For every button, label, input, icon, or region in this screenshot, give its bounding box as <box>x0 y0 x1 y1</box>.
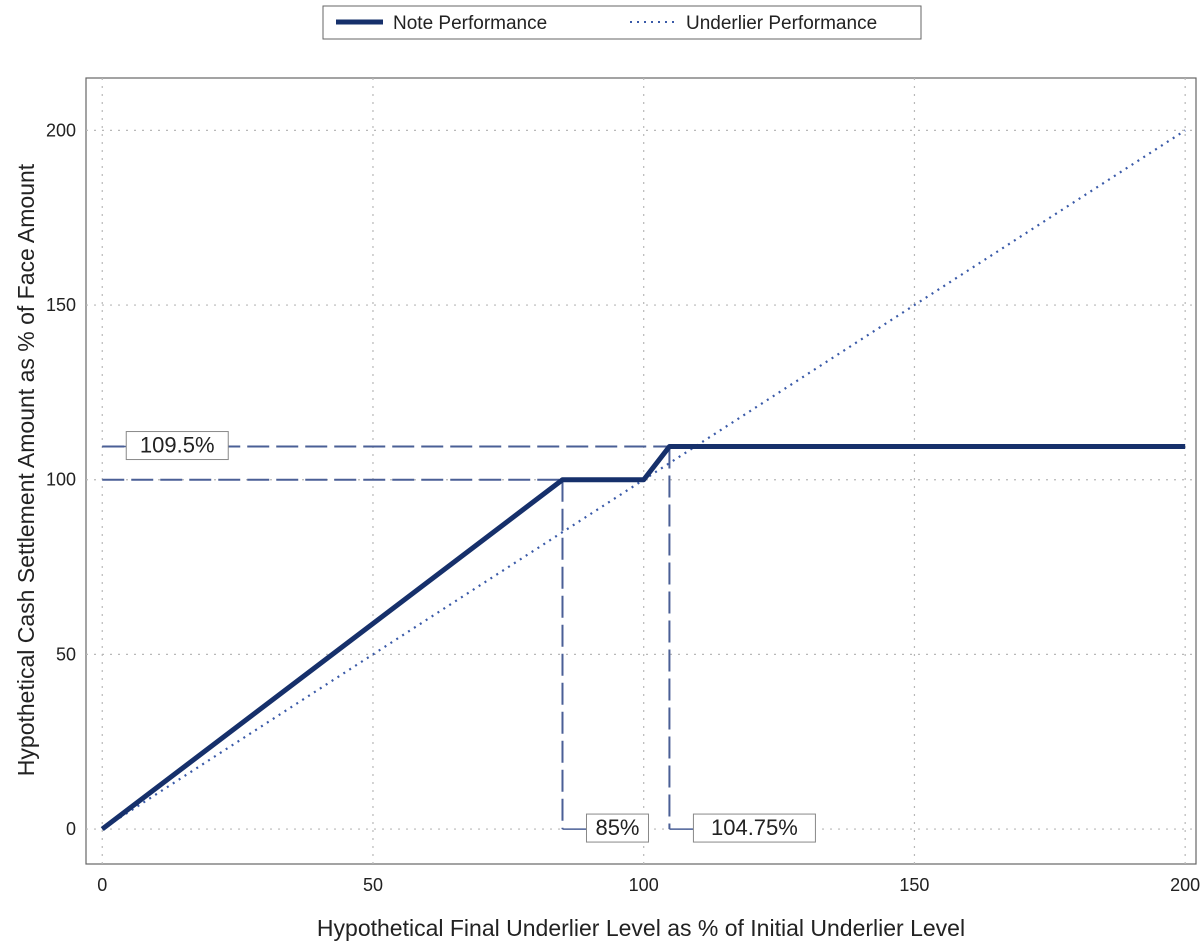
series-line-note-performance <box>100 444 1186 832</box>
annotation-box <box>125 431 229 461</box>
x-tick-label: 100 <box>629 875 659 895</box>
annotation-label: 85% <box>595 815 639 840</box>
x-tick-label: 200 <box>1170 875 1200 895</box>
x-axis-title: Hypothetical Final Underlier Level as % … <box>317 915 965 941</box>
y-axis-title: Hypothetical Cash Settlement Amount as %… <box>13 163 39 776</box>
y-tick-label: 50 <box>56 644 76 664</box>
tick-labels-layer: 0 50 100 150 200 0 50 100 150 200 <box>46 120 1200 895</box>
reference-lines-layer <box>102 445 671 830</box>
y-tick-label: 200 <box>46 120 76 140</box>
annotation-box <box>585 813 649 843</box>
annotation-box <box>692 813 816 843</box>
annotation-label: 109.5% <box>140 433 215 458</box>
legend-label-underlier-performance: Underlier Performance <box>686 13 877 34</box>
annotation-label: 104.75% <box>711 815 798 840</box>
x-tick-label: 50 <box>363 875 383 895</box>
series-layer <box>100 129 1186 832</box>
plot-frame <box>85 77 1197 865</box>
x-tick-label: 150 <box>899 875 929 895</box>
legend: Note Performance Underlier Performance <box>322 5 922 40</box>
y-tick-label: 0 <box>66 819 76 839</box>
grid-layer <box>86 78 1196 864</box>
x-tick-label: 0 <box>97 875 107 895</box>
annotations-layer: 109.5% 85% 104.75% <box>102 431 816 843</box>
legend-box <box>322 5 922 40</box>
y-tick-label: 100 <box>46 470 76 490</box>
y-tick-label: 150 <box>46 295 76 315</box>
legend-label-note-performance: Note Performance <box>393 13 547 34</box>
